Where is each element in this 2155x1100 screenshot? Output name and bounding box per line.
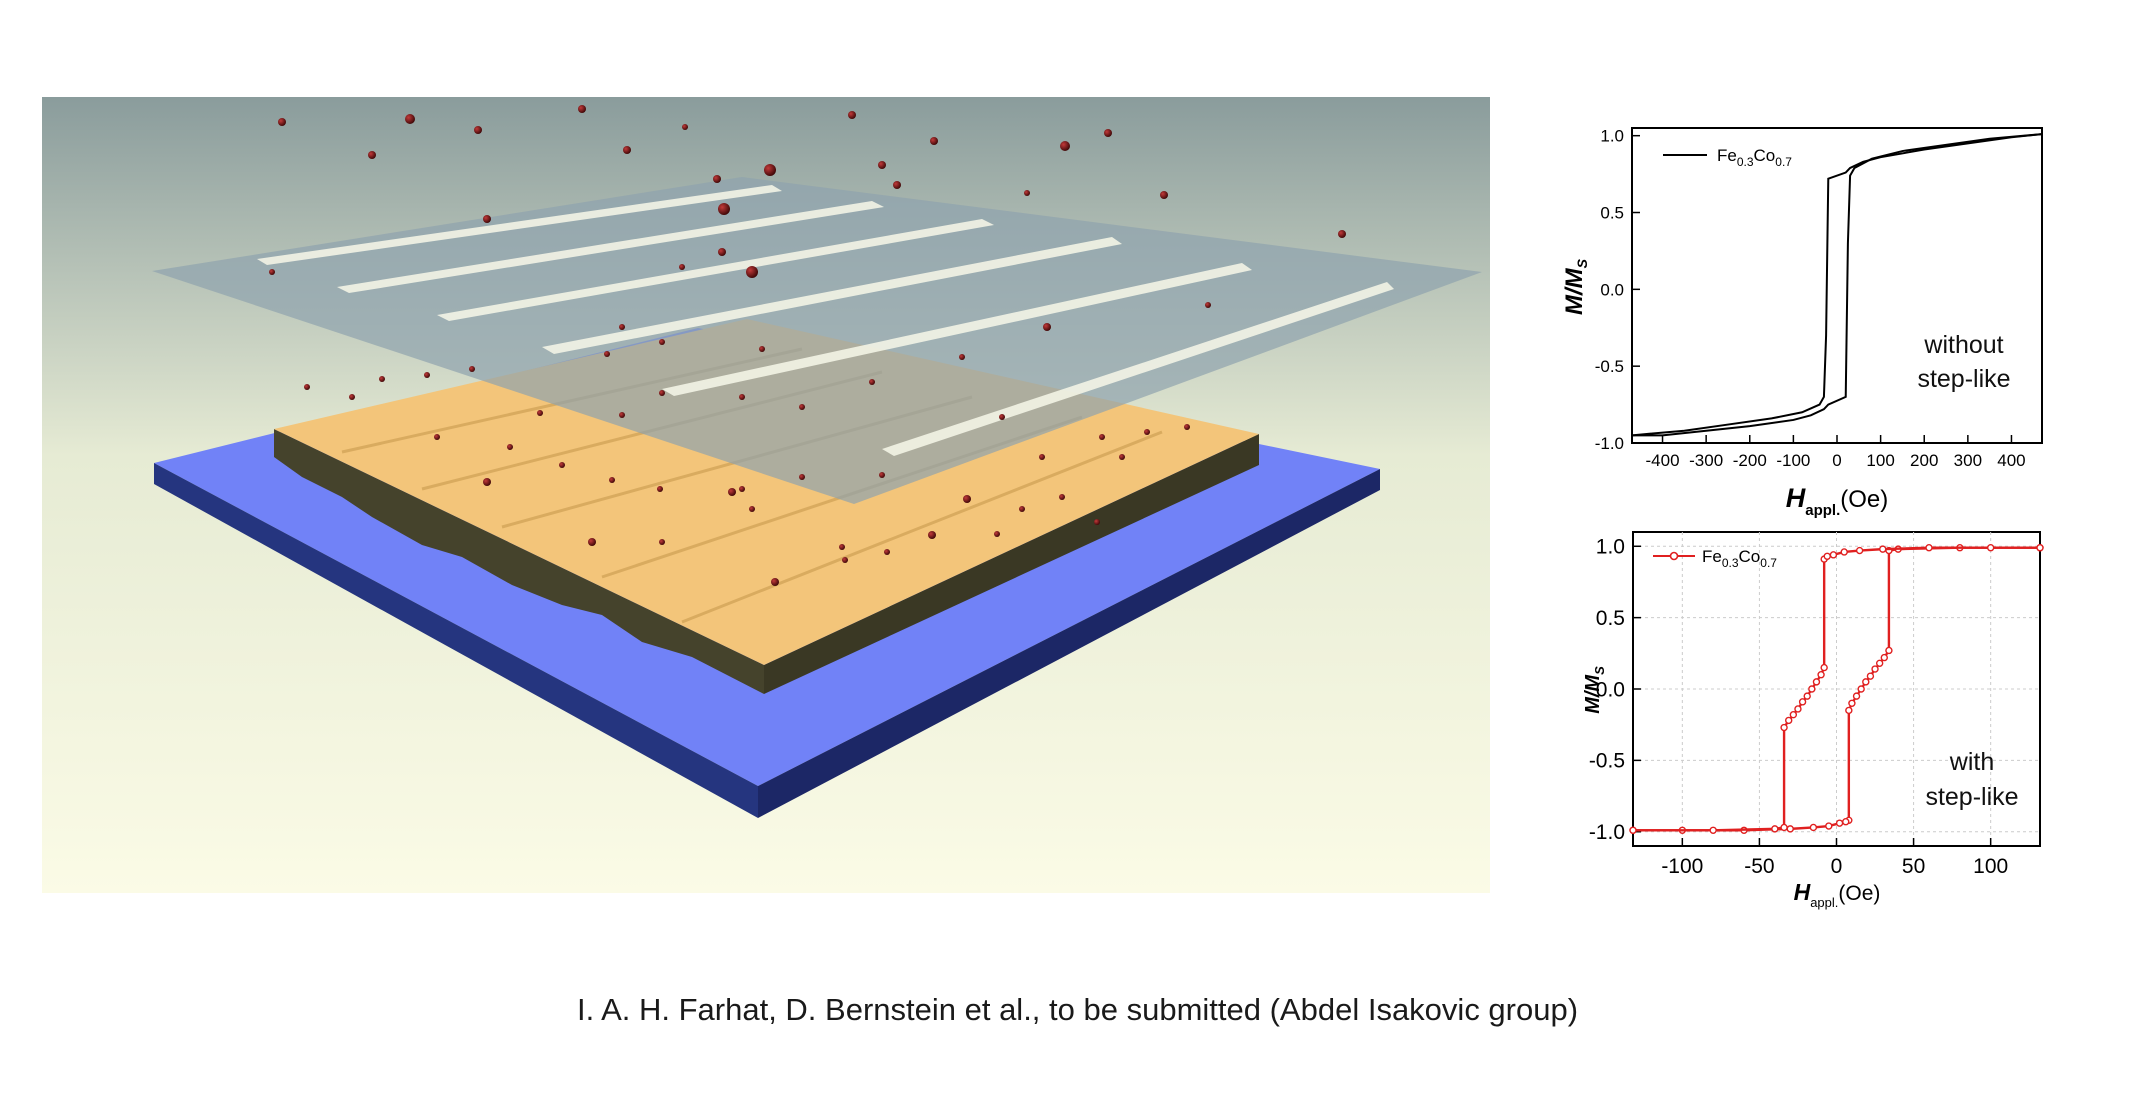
data-point <box>1803 692 1811 700</box>
series-line-1 <box>1632 133 2043 437</box>
y-axis-ticks: 1.0 0.5 0.0 -0.5 -1.0 <box>1589 536 1641 844</box>
legend: Fe0.3Co0.7 <box>1663 146 1792 169</box>
data-point <box>1794 705 1802 713</box>
y-tick-label: -0.5 <box>1589 750 1625 773</box>
data-point <box>1842 818 1850 826</box>
hysteresis-curves <box>1631 133 2043 437</box>
y-tick-label: 0.0 <box>1596 678 1625 701</box>
legend-marker <box>1669 551 1679 561</box>
y-axis-ticks: 1.0 0.5 0.0 -0.5 -1.0 <box>1595 127 1640 453</box>
data-point <box>1789 710 1798 719</box>
legend-label: Fe0.3Co0.7 <box>1717 146 1792 169</box>
deposition-illustration <box>42 97 1490 893</box>
data-point <box>1629 826 1637 834</box>
data-point <box>1817 671 1825 679</box>
y-tick-label: -1.0 <box>1595 434 1624 453</box>
data-point <box>1798 698 1807 706</box>
data-point <box>1880 653 1888 662</box>
x-tick-label: -50 <box>1744 855 1774 878</box>
data-point <box>1709 826 1717 834</box>
y-tick-label: 0.5 <box>1596 607 1625 630</box>
data-point <box>1808 685 1816 693</box>
annotation-line-1: with <box>1949 748 1994 776</box>
figure-caption: I. A. H. Farhat, D. Bernstein et al., to… <box>576 992 1579 1027</box>
substrate-left-side <box>154 463 758 818</box>
x-tick-label: 100 <box>1866 451 1894 470</box>
x-tick-label: -300 <box>1689 451 1723 470</box>
data-point <box>1829 551 1838 559</box>
data-point <box>1780 823 1788 832</box>
y-tick-label: 1.0 <box>1600 127 1624 146</box>
data-point <box>1825 822 1833 830</box>
x-axis-label: Happl.(Oe) <box>1786 483 1889 519</box>
data-point <box>1812 678 1821 686</box>
x-axis-label: Happl.(Oe) <box>1794 879 1881 910</box>
annotation-line-1: without <box>1923 331 2003 359</box>
data-point <box>1925 544 1933 552</box>
legend: Fe0.3Co0.7 <box>1653 547 1777 570</box>
particles <box>269 105 1346 586</box>
y-tick-label: 0.5 <box>1600 203 1624 222</box>
data-point <box>1986 544 1995 552</box>
shadow-mask <box>152 177 1482 504</box>
data-point <box>1871 665 1879 673</box>
data-point <box>2036 544 2044 552</box>
x-tick-label: 300 <box>1954 451 1982 470</box>
data-point <box>1852 692 1861 700</box>
data-point <box>1823 552 1831 560</box>
data-point <box>1885 646 1893 655</box>
legend-label: Fe0.3Co0.7 <box>1702 547 1777 570</box>
data-point <box>1848 699 1856 707</box>
data-point <box>1786 825 1794 833</box>
film-right-side <box>764 434 1259 694</box>
y-tick-label: -1.0 <box>1589 821 1625 844</box>
data-point <box>1771 825 1779 833</box>
data-point <box>1809 823 1818 832</box>
data-point <box>1780 723 1788 732</box>
y-tick-label: -0.5 <box>1595 357 1624 376</box>
data-point <box>1857 685 1865 693</box>
series-line-0 <box>1631 133 2043 437</box>
hysteresis-curves <box>1629 544 2044 834</box>
data-point <box>1840 548 1848 556</box>
hysteresis-chart-without-step: 1.0 0.5 0.0 -0.5 -1.0 -400 -300 -200 -100 0 100 20… <box>1561 127 2043 519</box>
annotation-line-2: step-like <box>1917 365 2010 393</box>
data-point <box>1879 545 1887 553</box>
x-tick-label: -100 <box>1776 451 1810 470</box>
grid-lines <box>1633 532 2040 846</box>
x-tick-label: 400 <box>1997 451 2025 470</box>
film-left-side <box>274 429 764 694</box>
x-tick-label: 100 <box>1973 855 2008 878</box>
data-point <box>1866 672 1875 680</box>
x-tick-label: 0 <box>1832 451 1841 470</box>
data-point <box>1835 819 1844 827</box>
mask-slits <box>257 185 1394 456</box>
data-point <box>1820 663 1828 672</box>
data-point <box>1862 678 1870 686</box>
data-point <box>1845 706 1853 715</box>
x-tick-label: -200 <box>1733 451 1767 470</box>
y-tick-label: 1.0 <box>1596 536 1625 559</box>
x-axis-ticks: -400 -300 -200 -100 0 100 200 300 400 <box>1646 435 2026 470</box>
mask-plate <box>152 177 1482 504</box>
data-point <box>1785 716 1793 725</box>
substrate-right-side <box>758 469 1380 818</box>
data-point <box>1855 546 1864 555</box>
x-tick-label: -100 <box>1661 855 1703 878</box>
x-tick-label: 50 <box>1902 855 1925 878</box>
x-tick-label: -400 <box>1646 451 1680 470</box>
y-tick-label: 0.0 <box>1600 280 1624 299</box>
y-axis-label: M/MS <box>1561 258 1590 315</box>
data-point <box>1875 659 1884 668</box>
y-axis-label: M/MS <box>1582 666 1607 714</box>
x-tick-label: 200 <box>1910 451 1938 470</box>
annotation-line-2: step-like <box>1925 783 2018 811</box>
x-tick-label: 0 <box>1831 855 1843 878</box>
x-axis-ticks: -100 -50 0 50 100 <box>1661 838 2008 878</box>
hysteresis-chart-with-step: 1.0 0.5 0.0 -0.5 -1.0 -100 -50 0 50 100 Fe0.3Co0… <box>1582 531 2044 910</box>
